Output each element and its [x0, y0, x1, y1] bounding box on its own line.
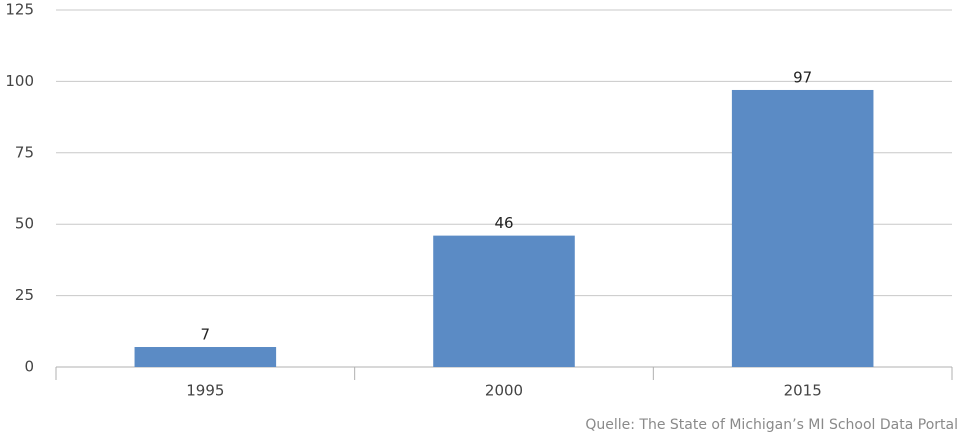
value-label: 7: [201, 326, 211, 344]
x-tick-label: 1995: [186, 382, 224, 400]
value-label: 46: [494, 214, 513, 232]
bar: [134, 347, 277, 367]
x-tick-label: 2015: [784, 382, 822, 400]
y-tick-label: 25: [15, 286, 34, 304]
bar: [731, 89, 874, 367]
bar: [433, 235, 575, 367]
y-tick-label: 125: [5, 1, 34, 19]
value-label: 97: [793, 68, 812, 86]
source-note: Quelle: The State of Michigan’s MI Schoo…: [585, 417, 958, 433]
y-tick-label: 50: [15, 215, 34, 233]
y-tick-label: 0: [24, 358, 34, 376]
y-tick-label: 100: [5, 72, 34, 90]
x-tick-label: 2000: [485, 382, 523, 400]
y-tick-label: 75: [15, 143, 34, 161]
